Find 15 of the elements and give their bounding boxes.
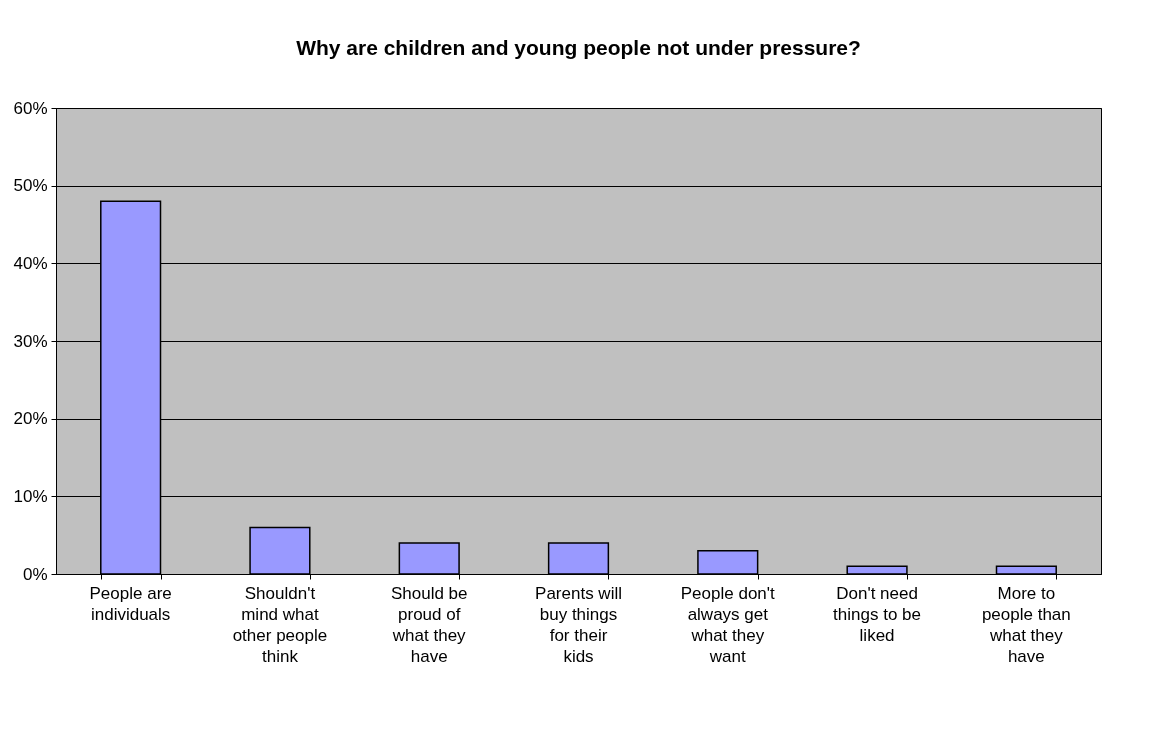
x-tick-label: People don't always get what they want [680, 584, 776, 666]
x-tick-label: Shouldn't mind what other people think [232, 584, 328, 666]
chart-title: Why are children and young people not under pressure? [296, 36, 861, 59]
y-tick-label: 40% [13, 253, 48, 273]
x-tick-label: Should be proud of what they have [390, 584, 468, 666]
x-tick-label: More to people than what they have [981, 584, 1071, 666]
x-tick-label: People are individuals [89, 584, 172, 624]
y-tick-label: 10% [13, 486, 48, 506]
y-tick-label: 20% [13, 409, 48, 429]
y-tick-label: 60% [13, 98, 48, 118]
x-tick-label: Parents will buy things for their kids [535, 584, 622, 666]
y-tick-label: 30% [13, 331, 48, 351]
x-tick-label: Don't need things to be liked [833, 584, 922, 645]
y-tick-label: 0% [22, 564, 48, 584]
y-tick-label: 50% [13, 176, 48, 196]
